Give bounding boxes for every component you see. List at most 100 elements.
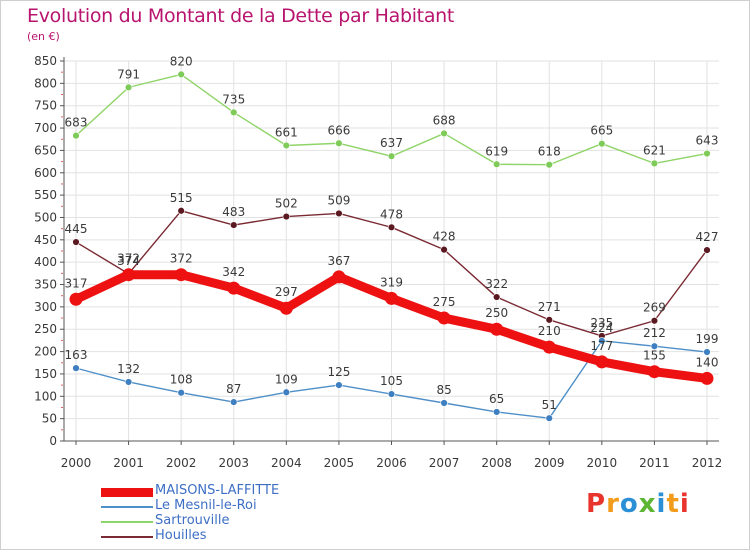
data-label: 665 (590, 124, 613, 138)
data-label: 317 (65, 276, 88, 290)
data-label: 51 (542, 398, 557, 412)
data-label: 372 (117, 252, 140, 266)
data-label: 621 (643, 143, 666, 157)
data-point (598, 140, 606, 148)
data-label: 688 (433, 113, 456, 127)
logo-letter: x (638, 489, 657, 519)
legend-label: Sartrouville (155, 513, 230, 528)
data-label: 250 (485, 306, 508, 320)
data-point (177, 207, 185, 215)
data-label: 109 (275, 372, 298, 386)
x-tick-label: 2010 (587, 456, 618, 470)
x-tick-label: 2002 (166, 456, 197, 470)
data-point (124, 378, 133, 386)
data-label: 210 (538, 324, 561, 338)
data-point (440, 129, 448, 138)
data-point (230, 221, 238, 229)
x-tick-label: 2008 (481, 456, 512, 470)
y-tick-label: 350 (34, 278, 57, 292)
data-label: 367 (327, 254, 350, 268)
x-tick-label: 2004 (271, 456, 302, 470)
data-label: 374 (117, 254, 140, 268)
data-point (492, 293, 501, 301)
data-label: 235 (590, 316, 613, 330)
y-tick-label: 50 (42, 412, 57, 426)
data-point (177, 389, 185, 397)
data-point (650, 317, 659, 325)
x-tick-label: 2007 (429, 456, 460, 470)
data-point (598, 337, 606, 345)
data-label: 199 (696, 332, 719, 346)
data-point (387, 223, 396, 232)
data-point (230, 398, 238, 406)
y-tick-label: 850 (34, 54, 57, 68)
data-point (703, 149, 711, 158)
data-point (700, 371, 714, 385)
data-point (282, 141, 291, 150)
x-tick-label: 2006 (376, 456, 407, 470)
data-label: 319 (380, 275, 403, 289)
data-point (542, 340, 556, 354)
data-label: 224 (590, 321, 613, 335)
y-tick-label: 800 (34, 76, 57, 90)
data-label: 502 (275, 197, 298, 211)
y-tick-label: 150 (34, 367, 57, 381)
data-point (72, 238, 80, 246)
data-point (492, 160, 501, 168)
data-point (69, 292, 83, 306)
y-tick-label: 700 (34, 121, 57, 135)
x-tick-label: 2005 (324, 456, 355, 470)
data-label: 342 (222, 265, 245, 279)
data-point (437, 311, 451, 325)
data-point (385, 291, 398, 305)
proxiti-logo: Proxiti (586, 489, 690, 519)
y-tick-label: 750 (34, 99, 57, 113)
data-point (703, 246, 711, 254)
data-label: 478 (380, 207, 403, 221)
chart-subtitle: (en €) (27, 30, 60, 43)
data-label: 735 (222, 92, 245, 106)
data-point (72, 364, 80, 372)
data-point (335, 139, 343, 147)
data-label: 683 (65, 116, 88, 130)
data-label: 85 (436, 383, 451, 397)
legend-swatch (101, 488, 153, 497)
legend-swatch (101, 506, 153, 508)
data-label: 483 (222, 205, 245, 219)
y-tick-label: 450 (34, 233, 57, 247)
data-label: 619 (485, 144, 508, 158)
data-label: 509 (327, 193, 350, 207)
x-tick-label: 2001 (113, 456, 144, 470)
data-label: 820 (170, 54, 193, 68)
x-tick-label: 2009 (534, 456, 565, 470)
y-tick-label: 100 (34, 389, 57, 403)
data-label: 445 (65, 222, 88, 236)
data-point (230, 108, 238, 117)
y-tick-label: 400 (34, 255, 57, 269)
data-point (332, 270, 346, 284)
data-label: 271 (538, 300, 561, 314)
data-point (492, 408, 501, 416)
y-tick-label: 550 (34, 188, 57, 202)
x-tick-label: 2012 (692, 456, 723, 470)
data-point (490, 322, 504, 336)
y-tick-label: 500 (34, 210, 57, 224)
x-tick-label: 2000 (61, 456, 92, 470)
legend-label: Houilles (155, 528, 207, 543)
x-tick-label: 2003 (218, 456, 249, 470)
data-point (440, 399, 448, 407)
chart-title: Evolution du Montant de la Dette par Hab… (27, 5, 455, 27)
data-label: 65 (489, 392, 504, 406)
data-point (279, 301, 293, 315)
legend-swatch (101, 536, 153, 538)
data-label: 269 (643, 301, 666, 315)
data-label: 155 (643, 349, 666, 363)
x-tick-label: 2011 (639, 456, 670, 470)
data-label: 515 (170, 191, 193, 205)
data-label: 637 (380, 136, 403, 150)
data-point (545, 316, 553, 324)
y-tick-label: 650 (34, 143, 57, 157)
data-label: 791 (117, 67, 140, 81)
data-point (595, 355, 609, 369)
logo-letter: r (606, 489, 620, 519)
